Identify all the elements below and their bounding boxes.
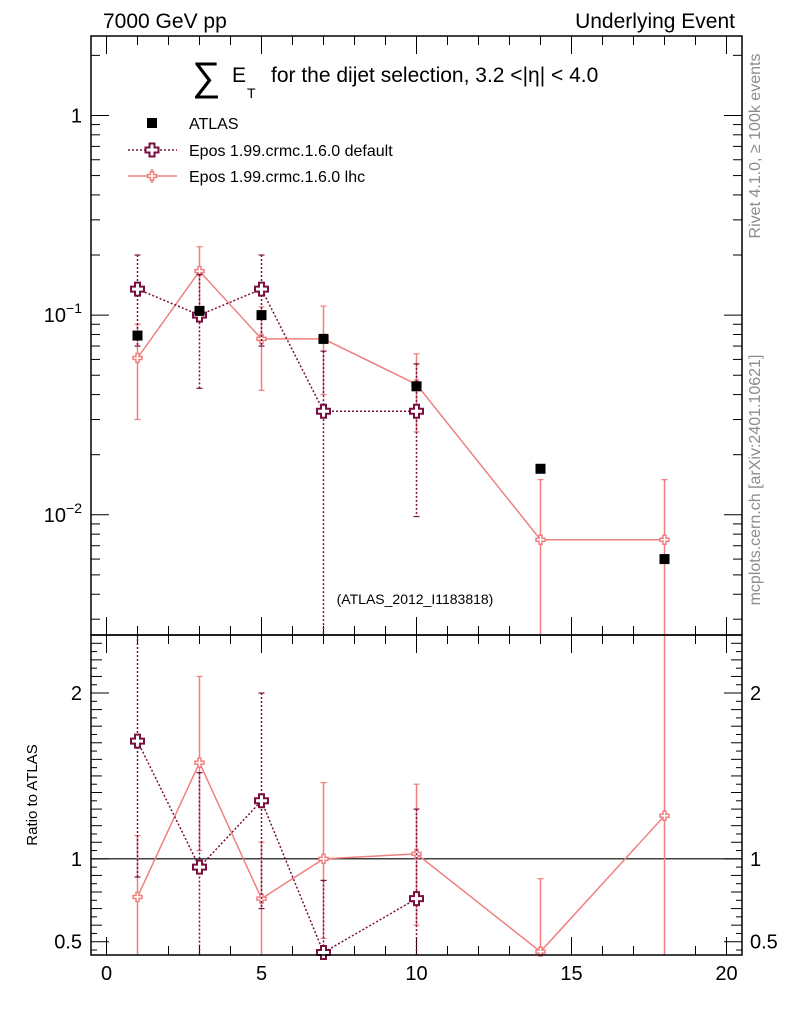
analysis-tag: (ATLAS_2012_I1183818) [337, 591, 494, 607]
plot-title: ∑ E T for the dijet selection, 3.2 <|η| … [192, 55, 598, 101]
side-label-rivet: Rivet 4.1.0, ≥ 100k events [747, 54, 764, 239]
ratio-default-marker [409, 891, 424, 907]
main-default-marker [130, 281, 145, 297]
ratio-ylabel: Ratio to ATLAS [24, 744, 41, 845]
legend-lhc-marker [146, 170, 158, 182]
legend-default-label: Epos 1.99.crmc.1.6.0 default [189, 143, 393, 160]
ratio-ytick-label-left: 1 [71, 849, 82, 871]
header-right: Underlying Event [575, 10, 735, 33]
main-lhc-marker [535, 534, 546, 545]
main-panel-series [130, 246, 670, 635]
ratio-ytick-label-right: 1 [750, 849, 761, 871]
main-default-marker [254, 281, 269, 297]
xtick-label: 5 [256, 963, 267, 985]
legend: ATLAS Epos 1.99.crmc.1.6.0 default Epos … [128, 116, 393, 186]
main-ytick-label: 10−1 [44, 300, 82, 327]
main-ytick-label: 1 [71, 105, 82, 127]
main-atlas-marker [132, 330, 143, 341]
ratio-default-marker [192, 859, 207, 875]
main-atlas-marker [194, 305, 205, 316]
main-axis-ticks: 1 10−1 10−2 [44, 54, 742, 620]
legend-atlas-label: ATLAS [189, 116, 239, 133]
main-atlas-marker [256, 310, 267, 321]
title-rest: for the dijet selection, 3.2 <|η| < 4.0 [271, 64, 598, 87]
main-atlas-marker [659, 554, 670, 565]
main-ytick-label: 10−2 [44, 500, 82, 527]
main-default-line [137, 288, 417, 413]
ratio-default-line [136, 740, 417, 954]
ratio-default-marker [254, 793, 269, 809]
ratio-lhc-marker [318, 853, 329, 865]
ratio-lhc-marker [194, 757, 205, 768]
ratio-panel-series [130, 635, 670, 961]
main-atlas-marker [318, 333, 329, 344]
ratio-default-marker [130, 733, 145, 749]
ratio-ytick-label-right: 0.5 [750, 932, 778, 954]
main-lhc-marker [256, 333, 267, 345]
ratio-panel-frame [90, 634, 743, 956]
xtick-label: 10 [405, 963, 427, 985]
main-default-marker [409, 403, 424, 419]
ratio-lhc-marker [132, 891, 143, 903]
title-et: E [232, 64, 246, 87]
main-lhc-marker [132, 352, 143, 364]
legend-default-marker [144, 142, 160, 158]
ratio-default-marker [316, 945, 331, 961]
side-label-mcplots: mcplots.cern.ch [arXiv:2401.10621] [747, 355, 764, 606]
xtick-label: 20 [715, 963, 737, 985]
legend-lhc-label: Epos 1.99.crmc.1.6.0 lhc [189, 169, 365, 186]
ratio-lhc-line [136, 760, 666, 953]
main-default-marker [316, 403, 331, 419]
main-atlas-marker [411, 381, 422, 392]
main-lhc-marker [659, 534, 670, 545]
ratio-lhc-marker [659, 810, 670, 821]
ratio-ytick-label-left: 0.5 [54, 932, 82, 954]
ratio-lhc-marker [535, 946, 546, 957]
main-lhc-marker [194, 265, 205, 277]
xtick-label: 0 [101, 963, 112, 985]
xtick-label: 15 [560, 963, 582, 985]
x-axis-ticks: 0 5 10 15 20 [101, 36, 738, 985]
ratio-ytick-label-left: 2 [71, 683, 82, 705]
legend-atlas-marker [147, 118, 157, 128]
ratio-ytick-label-right: 2 [750, 683, 761, 705]
header-left: 7000 GeV pp [103, 10, 227, 33]
main-lhc-line [136, 269, 665, 541]
title-et-sub: T [247, 85, 256, 101]
ratio-axis-ticks: 0.5 0.5 1 1 2 2 [54, 642, 778, 954]
title-sum-symbol: ∑ [192, 55, 221, 99]
main-atlas-marker [535, 463, 546, 474]
